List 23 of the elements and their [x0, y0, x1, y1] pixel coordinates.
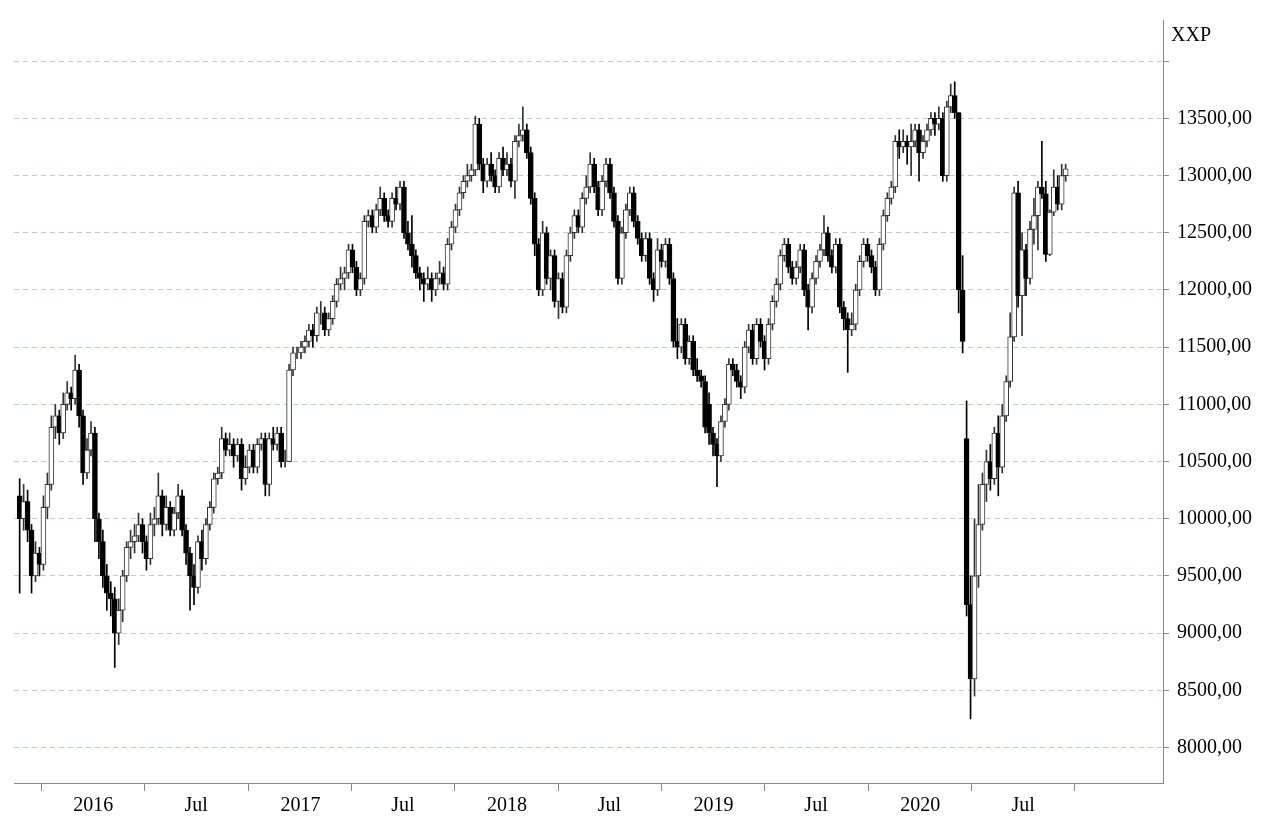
x-tick-label: Jul	[1011, 793, 1036, 816]
x-tick-label: 2020	[900, 793, 941, 816]
x-tick-label: 2019	[693, 793, 734, 816]
x-tick-label: Jul	[597, 793, 622, 816]
y-tick-label: 8500,00	[1177, 677, 1242, 700]
y-tick-label: 8000,00	[1177, 734, 1242, 757]
y-tick-label: 10000,00	[1177, 506, 1252, 528]
y-tick-label: 12500,00	[1177, 220, 1252, 243]
x-tick-label: 2018	[486, 793, 527, 816]
y-tick-label: 11500,00	[1177, 334, 1252, 357]
y-tick-label: 11000,00	[1177, 391, 1252, 414]
y-tick-label: 10500,00	[1177, 448, 1252, 471]
x-tick-label: Jul	[184, 793, 209, 816]
x-tick-label: 2016	[73, 793, 114, 816]
y-tick-label: 13000,00	[1177, 162, 1252, 185]
x-tick-label: 2017	[280, 793, 321, 816]
y-tick-label: 9500,00	[1177, 563, 1242, 586]
y-tick-label: 12000,00	[1177, 277, 1252, 300]
x-tick-label: Jul	[391, 793, 415, 816]
chart-title: XXP	[1171, 23, 1212, 46]
x-tick-label: Jul	[804, 793, 829, 816]
y-tick-label: 13500,00	[1177, 105, 1252, 128]
y-tick-label: 9000,00	[1177, 620, 1242, 643]
